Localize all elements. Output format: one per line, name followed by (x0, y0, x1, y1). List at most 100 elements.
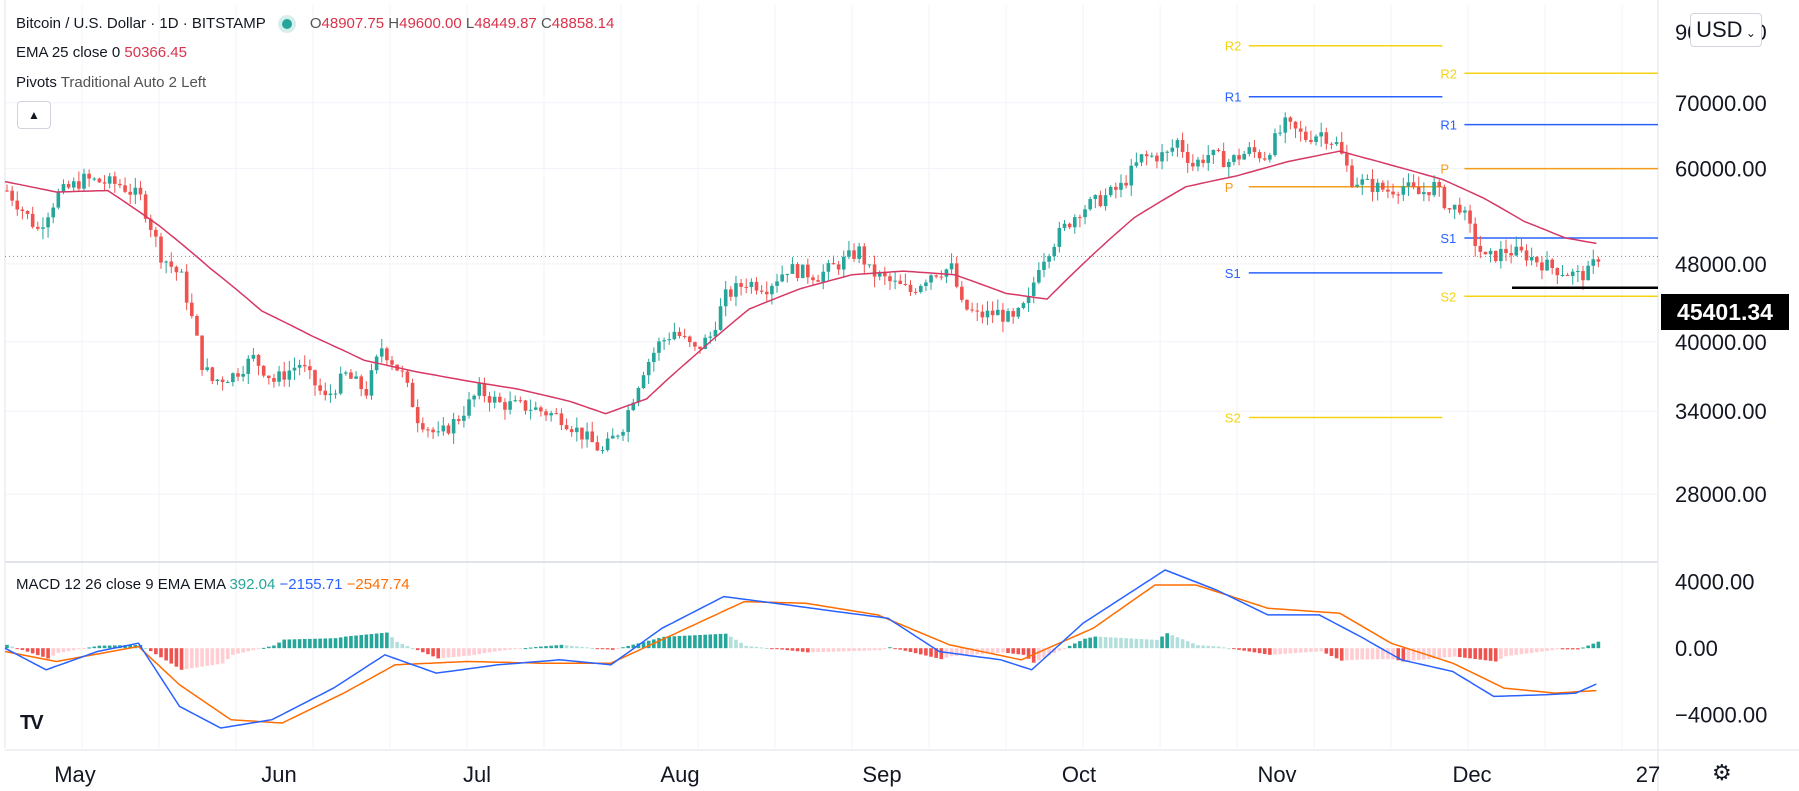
ema-line (4, 150, 1597, 415)
macd-histogram-bar (87, 647, 91, 649)
candle-body (1380, 182, 1385, 190)
macd-histogram-bar (1416, 648, 1421, 660)
candle-body (138, 187, 143, 195)
candle-body (1283, 117, 1288, 133)
candle-body (1114, 186, 1118, 190)
candle-body (143, 194, 148, 219)
candle-body (1057, 227, 1062, 247)
macd-histogram-bar (1226, 648, 1231, 650)
macd-label: MACD 12 26 close 9 EMA EMA (16, 576, 226, 593)
candle-body (749, 281, 754, 288)
macd-histogram-bar (1560, 648, 1565, 650)
pivots-legend[interactable]: Pivots Traditional Auto 2 Left (16, 74, 206, 91)
candle-body (610, 435, 615, 439)
candle-body (1298, 128, 1303, 132)
candle-body (600, 450, 605, 452)
chevron-up-icon: ▲ (28, 108, 40, 122)
macd-histogram-bar (1339, 648, 1344, 661)
pivot-label-s1: S1 (1225, 266, 1241, 281)
candle-body (693, 342, 697, 347)
candle-body (1165, 151, 1169, 153)
macd-histogram-bar (764, 647, 769, 649)
candle-body (1103, 195, 1108, 207)
candle-body (872, 264, 877, 277)
macd-histogram-bar (826, 648, 831, 652)
candle-body (30, 213, 35, 227)
candle-body (97, 178, 102, 183)
macd-histogram-bar (841, 648, 846, 652)
time-tick-label: Sep (862, 762, 901, 787)
macd-histogram-bar (113, 645, 117, 649)
candle-body (990, 310, 995, 316)
tradingview-logo[interactable]: TV (20, 712, 44, 734)
candle-body (775, 281, 779, 286)
candle-body (462, 415, 466, 421)
macd-histogram-bar (1221, 647, 1226, 649)
collapse-legend-button[interactable]: ▲ (17, 101, 51, 129)
candle-body (1031, 282, 1036, 296)
macd-histogram-bar (687, 635, 692, 649)
candle-body (1509, 253, 1513, 256)
candle-body (1504, 248, 1508, 254)
macd-histogram-bar (1504, 648, 1508, 657)
macd-histogram-bar (159, 648, 163, 658)
macd-histogram-bar (1457, 648, 1462, 658)
macd-histogram-bar (1406, 648, 1411, 661)
macd-histogram-bar (66, 648, 71, 652)
candle-body (1360, 179, 1365, 185)
candle-body (790, 264, 795, 274)
macd-histogram-bar (385, 632, 389, 649)
candle-body (754, 281, 759, 291)
candle-body (1221, 151, 1226, 168)
macd-histogram-bar (1006, 648, 1010, 654)
ema-legend[interactable]: EMA 25 close 0 50366.45 (16, 44, 187, 61)
candle-body (1560, 274, 1565, 276)
candle-body (323, 390, 328, 396)
macd-histogram-bar (1293, 648, 1298, 654)
candle-body (369, 370, 374, 396)
macd-histogram-bar (600, 648, 605, 650)
macd-histogram-bar (1247, 648, 1252, 652)
candle-body (1386, 189, 1390, 192)
macd-histogram-bar (1524, 648, 1529, 654)
macd-histogram-bar (1591, 643, 1596, 649)
macd-histogram-bar (739, 642, 743, 649)
symbol-title[interactable]: Bitcoin / U.S. Dollar · 1D · BITSTAMP (16, 15, 266, 32)
macd-histogram-bar (426, 648, 430, 655)
macd-histogram-bar (354, 635, 358, 649)
candle-body (379, 348, 384, 357)
macd-histogram-bar (267, 646, 271, 649)
candle-body (713, 329, 718, 337)
macd-histogram-bar (1144, 639, 1149, 649)
macd-histogram-bar (1149, 639, 1154, 649)
gear-icon[interactable]: ⚙ (1712, 760, 1732, 785)
macd-histogram-bar (251, 648, 256, 651)
candle-body (1144, 154, 1149, 157)
candle-body (1396, 194, 1400, 196)
macd-histogram-bar (410, 648, 415, 650)
candle-body (1334, 142, 1339, 145)
currency-selector[interactable]: USD ⌄ (1690, 13, 1762, 47)
macd-histogram-bar (400, 643, 405, 649)
price-tick-label: 48000.00 (1675, 252, 1767, 277)
candle-body (1596, 259, 1601, 262)
high-label: H (388, 15, 400, 32)
candle-body (1016, 308, 1021, 317)
pivot-lines: R2 R1 P S1 S2 R2 R1 P S1 S2 (1225, 39, 1658, 426)
macd-histogram-bar (770, 648, 774, 650)
candle-body (544, 411, 548, 416)
macd-histogram-bar (1442, 648, 1447, 658)
candle-body (646, 362, 651, 376)
candle-body (220, 379, 225, 383)
macd-histogram-bar (41, 648, 45, 657)
macd-histogram-bar (990, 648, 995, 654)
candle-body (1206, 155, 1211, 163)
candle-body (662, 340, 666, 342)
candle-body (231, 373, 235, 383)
macd-histogram-bar (924, 648, 928, 656)
macd-histogram-bar (256, 648, 261, 650)
macd-legend[interactable]: MACD 12 26 close 9 EMA EMA 392.04 −2155.… (16, 576, 410, 593)
candle-body (641, 375, 646, 389)
macd-histogram-bar (1468, 648, 1472, 659)
